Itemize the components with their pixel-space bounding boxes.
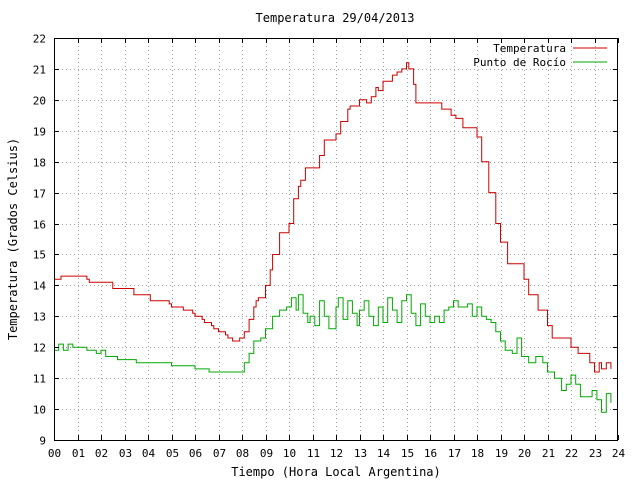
y-tick-label: 16: [33, 219, 46, 232]
x-tick-label: 00: [48, 447, 61, 460]
legend-label: Temperatura: [493, 42, 566, 55]
x-axis-label: Tiempo (Hora Local Argentina): [231, 465, 441, 479]
grid: [54, 38, 618, 440]
x-tick-label: 08: [236, 447, 249, 460]
series-lines: [54, 62, 612, 413]
y-tick-label: 13: [33, 311, 46, 324]
x-tick-label: 17: [448, 447, 461, 460]
y-tick-label: 11: [33, 373, 46, 386]
y-axis-label: Temperatura (Grados Celsius): [6, 138, 20, 340]
x-tick-label: 14: [377, 447, 391, 460]
x-tick-label: 01: [72, 447, 85, 460]
x-tick-label: 11: [307, 447, 320, 460]
series-line-0: [54, 62, 612, 373]
x-tick-label: 03: [119, 447, 132, 460]
x-tick-label: 22: [565, 447, 578, 460]
x-tick-label: 09: [260, 447, 273, 460]
y-tick-label: 18: [33, 157, 46, 170]
chart-title: Temperatura 29/04/2013: [256, 11, 415, 25]
x-tick-label: 23: [589, 447, 602, 460]
legend-label: Punto de Rocío: [473, 56, 566, 69]
x-tick-label: 07: [213, 447, 226, 460]
y-tick-label: 12: [33, 342, 46, 355]
x-tick-label: 15: [401, 447, 414, 460]
x-tick-label: 10: [283, 447, 296, 460]
x-tick-label: 20: [518, 447, 531, 460]
y-tick-label: 22: [33, 33, 46, 46]
y-tick-label: 10: [33, 404, 46, 417]
x-tick-label: 18: [471, 447, 484, 460]
x-tick-label: 12: [330, 447, 343, 460]
y-tick-label: 20: [33, 95, 46, 108]
y-tick-label: 19: [33, 126, 46, 139]
x-tick-label: 06: [189, 447, 202, 460]
y-tick-label: 17: [33, 188, 46, 201]
y-tick-label: 14: [33, 280, 47, 293]
x-tick-label: 24: [612, 447, 626, 460]
y-tick-label: 9: [39, 435, 46, 448]
x-tick-label: 16: [424, 447, 437, 460]
x-tick-label: 13: [354, 447, 367, 460]
y-tick-label: 15: [33, 249, 46, 262]
x-tick-label: 02: [95, 447, 108, 460]
y-tick-label: 21: [33, 64, 46, 77]
x-tick-label: 05: [166, 447, 179, 460]
x-tick-label: 19: [495, 447, 508, 460]
x-tick-label: 21: [542, 447, 555, 460]
series-line-1: [54, 294, 612, 413]
x-tick-label: 04: [142, 447, 156, 460]
axis-ticks: 00 01 02 03 04 05 06 07 08 09 10 11 12 13 14 15 16 17 18 19…: [33, 33, 626, 461]
